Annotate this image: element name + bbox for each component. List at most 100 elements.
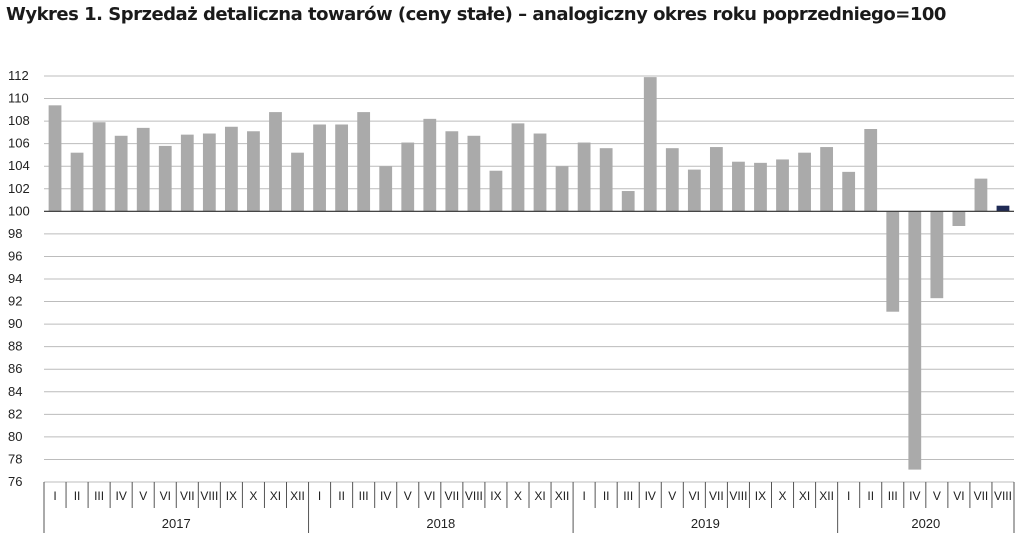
y-tick-label: 84 bbox=[8, 384, 22, 399]
bar bbox=[291, 152, 304, 212]
bar bbox=[687, 169, 701, 212]
month-label: VI bbox=[424, 489, 435, 503]
y-tick-label: 88 bbox=[8, 339, 22, 354]
y-tick-label: 76 bbox=[8, 474, 22, 489]
y-tick-label: 110 bbox=[8, 91, 29, 106]
y-tick-label: 98 bbox=[8, 226, 22, 241]
bar bbox=[820, 147, 834, 212]
month-label: XI bbox=[799, 489, 810, 503]
y-tick-label: 106 bbox=[8, 136, 30, 151]
month-label: I bbox=[53, 489, 56, 503]
y-tick-label: 92 bbox=[8, 294, 22, 309]
y-tick-label: 80 bbox=[8, 429, 22, 444]
month-label: VII bbox=[445, 489, 460, 503]
bar bbox=[423, 118, 437, 212]
y-tick-label: 90 bbox=[8, 316, 22, 331]
bar bbox=[754, 162, 767, 212]
month-label: VIII bbox=[994, 489, 1012, 503]
bar bbox=[247, 131, 260, 212]
bar bbox=[445, 131, 459, 212]
month-label: IV bbox=[115, 489, 126, 503]
y-tick-label: 112 bbox=[8, 68, 29, 83]
month-label: XII bbox=[819, 489, 834, 503]
y-tick-label: 102 bbox=[8, 181, 30, 196]
x-axis: I II III IV V VI VII VIII IX X XI XII I II III IV V VI VII… bbox=[43, 482, 1015, 533]
month-label: VIII bbox=[465, 489, 483, 503]
bar bbox=[48, 105, 62, 212]
month-label: VII bbox=[974, 489, 989, 503]
bar bbox=[158, 145, 172, 212]
bar bbox=[379, 166, 393, 212]
bar bbox=[665, 148, 679, 212]
bar bbox=[136, 127, 150, 212]
bar bbox=[202, 133, 216, 212]
bar bbox=[180, 134, 194, 212]
bar bbox=[577, 142, 591, 212]
bar bbox=[996, 205, 1010, 212]
bar bbox=[489, 170, 503, 212]
bar bbox=[643, 77, 657, 212]
month-label: XII bbox=[555, 489, 570, 503]
month-label: V bbox=[139, 489, 147, 503]
bar bbox=[313, 124, 326, 212]
month-label: III bbox=[623, 489, 633, 503]
bar bbox=[114, 135, 128, 212]
month-label: IV bbox=[380, 489, 391, 503]
year-label: 2018 bbox=[426, 516, 455, 531]
month-label: III bbox=[359, 489, 369, 503]
month-label: VI bbox=[689, 489, 700, 503]
y-tick-label: 100 bbox=[8, 203, 30, 218]
month-label: II bbox=[867, 489, 874, 503]
month-label: XI bbox=[534, 489, 545, 503]
month-label: II bbox=[603, 489, 610, 503]
month-label: XI bbox=[270, 489, 281, 503]
bar bbox=[401, 142, 415, 212]
bar bbox=[930, 211, 944, 299]
month-label: VI bbox=[953, 489, 964, 503]
bar bbox=[776, 159, 789, 212]
bar bbox=[798, 152, 811, 212]
y-tick-label: 108 bbox=[8, 113, 30, 128]
bar bbox=[533, 133, 547, 212]
month-label: IX bbox=[490, 489, 501, 503]
month-label: I bbox=[847, 489, 850, 503]
y-tick-label: 86 bbox=[8, 361, 22, 376]
y-tick-label: 104 bbox=[8, 158, 30, 173]
month-label: VII bbox=[180, 489, 195, 503]
y-tick-label: 96 bbox=[8, 248, 22, 263]
month-label: I bbox=[582, 489, 585, 503]
y-axis-labels: 76 78 80 82 84 86 88 90 92 94 96 98 100 102 104 106 108 1… bbox=[8, 68, 30, 489]
bar bbox=[357, 112, 371, 212]
bar bbox=[511, 123, 525, 212]
bar bbox=[621, 191, 635, 212]
y-tick-label: 94 bbox=[8, 271, 22, 286]
bar bbox=[70, 152, 84, 212]
y-tick-label: 78 bbox=[8, 451, 22, 466]
bar bbox=[908, 211, 922, 470]
month-label: VII bbox=[709, 489, 724, 503]
bar bbox=[269, 112, 282, 212]
bar bbox=[555, 166, 569, 212]
year-label: 2020 bbox=[911, 516, 940, 531]
y-tick-label: 82 bbox=[8, 406, 22, 421]
month-label: VI bbox=[160, 489, 171, 503]
bar bbox=[599, 148, 613, 212]
bar bbox=[864, 129, 878, 212]
bars bbox=[44, 77, 1014, 470]
month-label: X bbox=[249, 489, 257, 503]
month-label: VIII bbox=[200, 489, 218, 503]
bar bbox=[467, 135, 481, 212]
bar bbox=[709, 147, 723, 212]
month-label: VIII bbox=[729, 489, 747, 503]
month-label: IV bbox=[645, 489, 656, 503]
month-label: I bbox=[318, 489, 321, 503]
bar bbox=[842, 171, 856, 212]
month-label: X bbox=[514, 489, 522, 503]
bar bbox=[335, 124, 349, 212]
bar bbox=[224, 126, 238, 212]
month-label: IV bbox=[909, 489, 920, 503]
month-label: XII bbox=[290, 489, 305, 503]
chart-title: Wykres 1. Sprzedaż detaliczna towarów (c… bbox=[6, 4, 946, 25]
month-label: II bbox=[338, 489, 345, 503]
month-label: II bbox=[74, 489, 81, 503]
